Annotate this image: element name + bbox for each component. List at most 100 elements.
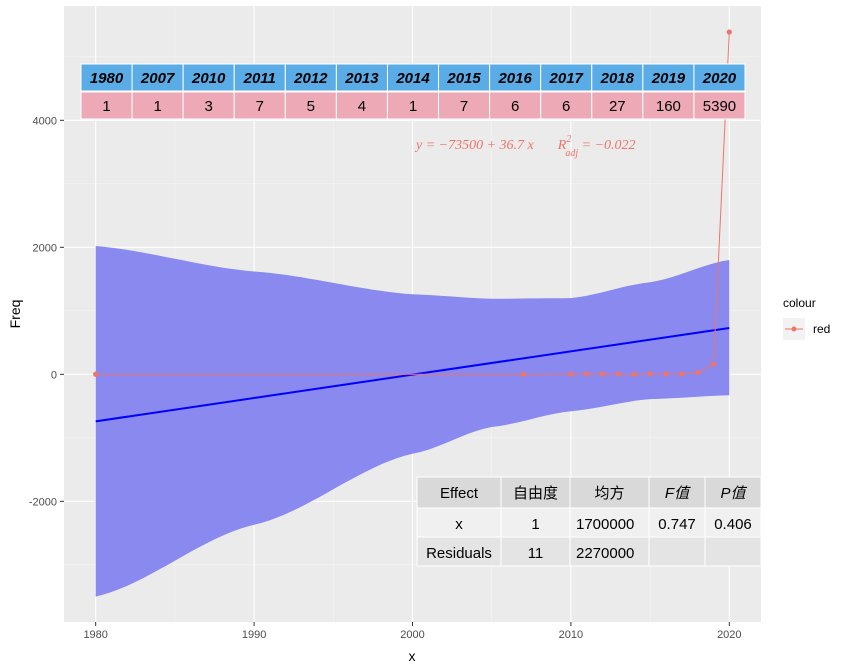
year-header-label: 2015 [446,70,481,87]
legend-title: colour [783,296,816,310]
equation-formula: y = −73500 + 36.7 x [414,138,535,153]
count-cell [438,91,491,120]
count-cell [335,91,388,120]
count-cell [80,91,133,120]
x-tick-label: 2000 [400,629,424,641]
anova-header-label: Effect [440,485,479,502]
y-tick-label: 4000 [33,115,57,127]
anova-cell [569,536,650,567]
year-header-label: 2013 [344,70,379,87]
legend-key-point [791,326,797,332]
anova-cell [648,507,706,538]
count-label: 7 [256,98,264,115]
anova-table: Effect 自由度 均方 F值 P值 x 1 1700000 0.747 0.406 Residu… [416,476,762,567]
data-point [726,29,732,35]
series-points [93,29,732,377]
legend: colour red [783,296,830,340]
anova-header-cell [416,476,502,509]
data-point [93,371,99,377]
count-label: 7 [460,98,468,115]
year-header-label: 2011 [243,70,276,87]
year-header-cell [591,63,644,92]
year-header-cell [335,63,388,92]
data-point [584,371,590,377]
data-point [647,371,653,377]
watermark: https://blog.csdn.net/weixin_46111814 [599,647,836,663]
anova-header-cell [569,476,650,509]
anova-header-label: F值 [665,485,691,502]
anova-cell-label: x [455,516,463,533]
anova-cell-label: 11 [528,545,544,562]
count-cell [233,91,286,120]
data-point [710,361,717,367]
anova-header-label: P值 [720,485,747,502]
anova-cell-label: 1 [531,516,539,533]
confidence-band [95,246,730,597]
anova-header-label: 自由度 [513,485,558,502]
count-label: 27 [609,98,626,115]
r2-value: = −0.022 [578,138,635,153]
count-cell [284,91,337,120]
x-tick-label: 1980 [83,629,107,641]
y-axis-title: Freq [7,300,23,329]
anova-cell-label: 0.406 [714,516,752,533]
count-cell [386,91,440,120]
year-header-label: 2007 [140,70,175,87]
count-label: 1 [102,98,110,115]
count-label: 5 [307,98,315,115]
r2-subscript: adj [565,148,578,159]
year-header-cell [693,63,746,92]
count-cell [540,91,593,120]
regression-equation: y = −73500 + 36.7 x R2 adj = −0.022 [414,134,636,159]
y-tick-label: 2000 [33,242,57,254]
data-point [679,371,685,377]
x-tick-label: 2010 [559,629,583,641]
year-header-label: 2010 [191,70,226,87]
anova-header-cell [704,476,762,509]
x-axis-title: x [409,648,416,664]
data-point [520,371,526,377]
year-header-label: 2018 [600,70,635,87]
y-tick-label: -2000 [29,496,57,508]
count-cell [642,91,695,120]
count-label: 6 [511,98,519,115]
count-label: 1 [153,98,161,115]
count-label: 5390 [703,98,736,115]
year-header-cell [233,63,286,92]
year-header-cell [386,63,440,92]
r2-symbol: R [557,138,567,153]
y-tick-label: 0 [51,369,57,381]
count-cell [131,91,184,120]
anova-cell-label: 2270000 [576,545,634,562]
year-header-label: 2016 [497,70,532,87]
anova-cell-label: 1700000 [576,516,634,533]
count-cell [693,91,746,120]
year-header-label: 2012 [293,70,328,87]
year-header-label: 1980 [90,70,124,87]
anova-cell [704,507,762,538]
year-header-label: 2017 [549,70,584,87]
year-header-cell [642,63,695,92]
x-tick-label: 2020 [717,629,741,641]
x-axis-ticks: 1980 1990 2000 2010 2020 [83,622,742,641]
anova-cell-label: Residuals [426,545,492,562]
y-axis-ticks: -2000 0 2000 4000 [29,115,64,508]
count-label: 6 [562,98,570,115]
data-point [631,371,637,377]
data-point [695,370,701,376]
year-header-label: 2019 [651,70,686,87]
x-tick-label: 1990 [242,629,266,641]
anova-cell [704,536,762,567]
anova-cell [648,536,706,567]
anova-cell [416,507,502,538]
year-header-cell [438,63,491,92]
year-header-label: 2020 [702,70,737,87]
count-label: 4 [358,98,366,115]
data-point [568,371,574,377]
count-label: 3 [205,98,213,115]
data-point [663,371,669,377]
anova-cell [416,536,502,567]
legend-label: red [813,322,830,336]
year-header-cell [540,63,593,92]
